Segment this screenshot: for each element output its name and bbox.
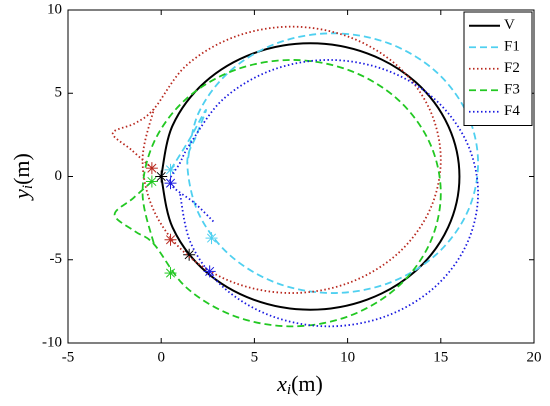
x-tick-label: 20 — [527, 349, 542, 365]
trajectory — [113, 59, 442, 328]
x-axis-label: xi(m) — [276, 371, 323, 398]
marker-stroke — [156, 171, 166, 182]
y-tick-label: -5 — [50, 251, 63, 267]
trajectory — [160, 42, 461, 311]
x-label-unit: (m) — [291, 371, 323, 396]
marker-stroke — [165, 165, 176, 175]
axes-box — [67, 9, 535, 344]
x-tick-label: 15 — [433, 349, 448, 365]
start-marker — [183, 248, 196, 261]
legend-label: V — [504, 17, 515, 33]
marker-stroke — [184, 250, 194, 260]
y-tick-label: -10 — [42, 334, 62, 350]
legend: V F1 F2 F3 F4 — [463, 11, 533, 126]
marker-stroke — [205, 266, 215, 276]
y-tick-label: 5 — [55, 85, 63, 101]
x-tick-label: -5 — [62, 349, 75, 365]
y-label-var: y — [9, 189, 34, 201]
legend-label: F2 — [504, 60, 520, 76]
start-marker — [145, 162, 158, 175]
y-label-sub: i — [20, 185, 36, 189]
start-marker — [164, 267, 177, 280]
marker-stroke — [147, 176, 157, 187]
x-tick-label: 10 — [340, 349, 355, 365]
start-marker — [145, 175, 158, 188]
legend-label: F4 — [504, 103, 520, 119]
plot-area — [111, 25, 479, 328]
marker-stroke — [165, 268, 176, 278]
marker-stroke — [206, 233, 217, 243]
y-tick-label: 10 — [47, 1, 62, 17]
marker-stroke — [165, 178, 176, 188]
x-label-sub: i — [287, 382, 291, 398]
marker-stroke — [147, 163, 157, 173]
start-marker — [203, 265, 216, 278]
marker-stroke — [165, 235, 176, 245]
x-tick-label: 0 — [157, 349, 165, 365]
start-marker — [164, 177, 177, 190]
legend-label: F3 — [504, 82, 520, 98]
legend-label: F1 — [504, 39, 520, 55]
x-tick-label: 5 — [251, 349, 259, 365]
trajectory — [169, 32, 479, 294]
y-axis-label: yi(m) — [9, 153, 36, 201]
start-marker — [155, 170, 168, 183]
start-marker — [205, 232, 218, 245]
start-marker — [164, 233, 177, 246]
x-label-var: x — [276, 371, 287, 396]
y-label-unit: (m) — [9, 153, 34, 185]
y-tick-label: 0 — [55, 168, 63, 184]
trajectory — [111, 25, 442, 294]
